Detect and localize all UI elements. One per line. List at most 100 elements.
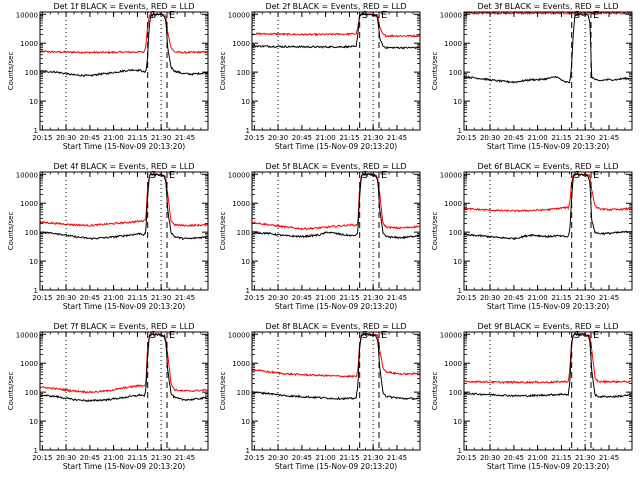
x-tick-label: 21:15 (339, 454, 359, 462)
panel-title: Det 1f BLACK = Events, RED = LLD (53, 2, 194, 11)
x-axis-label: Start Time (15-Nov-09 20:13:20) (487, 302, 609, 311)
panel-title: Det 4f BLACK = Events, RED = LLD (53, 162, 194, 171)
y-tick-label: 10 (241, 98, 250, 106)
x-tick-label: 20:15 (456, 294, 476, 302)
y-tick-label: 10 (29, 418, 38, 426)
lld-series-line (464, 172, 632, 213)
y-tick-label: 100 (25, 229, 38, 237)
y-tick-label: 10000 (16, 11, 38, 19)
y-axis-label: Counts/sec (431, 372, 439, 411)
x-tick-label: 20:15 (32, 134, 52, 142)
plot-frame (251, 331, 421, 451)
y-tick-label: 100 (237, 69, 250, 77)
plot-frame (39, 171, 209, 291)
plot-frame (251, 171, 421, 291)
end-marker-label: E (381, 170, 387, 181)
x-tick-label: 20:30 (480, 294, 500, 302)
y-tick-label: 100 (449, 229, 462, 237)
events-series-line (252, 332, 420, 401)
y-tick-label: 100 (25, 69, 38, 77)
y-tick-label: 1000 (444, 200, 462, 208)
start-marker-label: S (574, 10, 580, 21)
panel-det-2: S E 1 10 100 1000 10000 20:15 20:30 20:45 21:00 21:… (219, 2, 421, 151)
end-marker-label: E (593, 10, 599, 21)
start-marker-label: S (574, 170, 580, 181)
y-tick-label: 1000 (20, 40, 38, 48)
start-marker-label: S (362, 10, 368, 21)
y-axis-label: Counts/sec (7, 52, 15, 91)
x-tick-label: 20:45 (504, 454, 524, 462)
x-tick-label: 21:45 (387, 134, 407, 142)
x-tick-label: 21:30 (575, 294, 595, 302)
y-axis-label: Counts/sec (431, 212, 439, 251)
x-tick-label: 21:45 (599, 134, 619, 142)
end-marker-label: E (169, 10, 175, 21)
events-series-line (252, 172, 420, 240)
plot-frame (463, 331, 633, 451)
y-tick-label: 1000 (232, 360, 250, 368)
y-tick-label: 1 (458, 447, 462, 455)
x-tick-label: 20:45 (292, 454, 312, 462)
y-axis-label: Counts/sec (219, 52, 227, 91)
x-tick-label: 21:00 (315, 294, 335, 302)
x-tick-label: 21:15 (127, 134, 147, 142)
x-tick-label: 20:45 (504, 134, 524, 142)
x-tick-label: 21:15 (339, 134, 359, 142)
panel-title: Det 3f BLACK = Events, RED = LLD (477, 2, 618, 11)
x-tick-label: 21:45 (175, 454, 195, 462)
y-axis-label: Counts/sec (219, 212, 227, 251)
y-tick-label: 10000 (16, 331, 38, 339)
start-marker-label: S (150, 170, 156, 181)
y-tick-label: 10000 (16, 171, 38, 179)
start-marker-label: S (362, 330, 368, 341)
y-tick-label: 10 (453, 418, 462, 426)
plot-frame (463, 11, 633, 131)
x-tick-label: 20:15 (456, 134, 476, 142)
y-axis-label: Counts/sec (7, 372, 15, 411)
x-axis-label: Start Time (15-Nov-09 20:13:20) (487, 142, 609, 151)
plot-frame (463, 171, 633, 291)
y-tick-label: 10000 (440, 11, 462, 19)
x-axis-label: Start Time (15-Nov-09 20:13:20) (275, 462, 397, 471)
x-tick-label: 21:00 (527, 134, 547, 142)
y-axis-label: Counts/sec (219, 372, 227, 411)
y-tick-label: 1000 (444, 40, 462, 48)
y-tick-label: 10 (453, 98, 462, 106)
x-tick-label: 20:15 (244, 134, 264, 142)
lld-series-line (252, 12, 420, 38)
x-tick-label: 20:45 (292, 294, 312, 302)
x-tick-label: 20:30 (480, 134, 500, 142)
x-tick-label: 20:30 (56, 134, 76, 142)
x-tick-label: 21:15 (127, 294, 147, 302)
panel-det-7: S E 1 10 100 1000 10000 20:15 20:30 20:45 21:00 21:… (7, 322, 209, 471)
y-tick-label: 100 (237, 389, 250, 397)
x-tick-label: 21:30 (363, 134, 383, 142)
y-tick-label: 100 (25, 389, 38, 397)
events-series-line (464, 173, 632, 240)
x-tick-label: 21:15 (551, 454, 571, 462)
y-tick-label: 100 (237, 229, 250, 237)
lld-series-line (40, 332, 208, 394)
x-tick-label: 21:00 (527, 294, 547, 302)
plot-frame (39, 11, 209, 131)
x-tick-label: 21:15 (551, 294, 571, 302)
x-tick-label: 21:45 (599, 454, 619, 462)
start-marker-label: S (150, 330, 156, 341)
panel-title: Det 5f BLACK = Events, RED = LLD (265, 162, 406, 171)
x-tick-label: 21:00 (103, 294, 123, 302)
y-tick-label: 10000 (228, 171, 250, 179)
y-tick-label: 10 (241, 258, 250, 266)
x-tick-label: 21:00 (103, 134, 123, 142)
x-axis-label: Start Time (15-Nov-09 20:13:20) (487, 462, 609, 471)
y-tick-label: 10000 (228, 331, 250, 339)
panel-det-8: S E 1 10 100 1000 10000 20:15 20:30 20:45 21:00 21:… (219, 322, 421, 471)
lld-series-line (40, 12, 208, 55)
x-tick-label: 20:15 (32, 294, 52, 302)
y-tick-label: 1 (458, 127, 462, 135)
y-tick-label: 1 (246, 127, 250, 135)
x-tick-label: 21:45 (387, 454, 407, 462)
x-axis-label: Start Time (15-Nov-09 20:13:20) (275, 142, 397, 151)
events-series-line (464, 332, 632, 399)
y-tick-label: 10 (29, 98, 38, 106)
panel-title: Det 9f BLACK = Events, RED = LLD (477, 322, 618, 331)
